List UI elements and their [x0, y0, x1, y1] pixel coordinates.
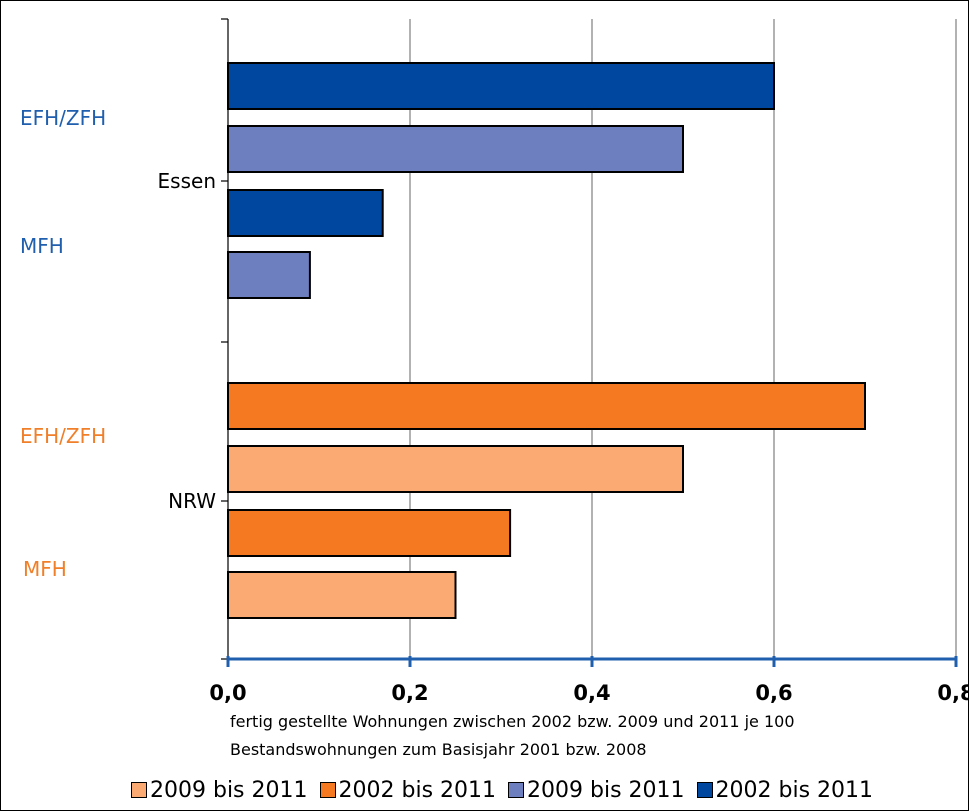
- bar: [227, 125, 684, 173]
- bar: [227, 445, 684, 493]
- x-axis-label: fertig gestellte Wohnungen zwischen 2002…: [230, 712, 795, 759]
- group-label: NRW: [168, 489, 216, 513]
- legend-item: 2009 bis 2011: [131, 778, 308, 803]
- legend-item: 2009 bis 2011: [508, 778, 685, 803]
- x-tick-label: 0,0: [209, 681, 247, 705]
- bar: [227, 571, 457, 619]
- group-label: Essen: [157, 169, 216, 193]
- legend-swatch: [131, 782, 147, 798]
- bar: [227, 251, 311, 299]
- subgroup-label: EFH/ZFH: [20, 424, 107, 448]
- bar: [227, 382, 866, 430]
- legend-swatch: [696, 782, 713, 798]
- legend-label: 2002 bis 2011: [338, 777, 497, 803]
- subgroup-label: EFH/ZFH: [20, 106, 107, 130]
- legend-label: 2009 bis 2011: [150, 777, 308, 803]
- x-tick-label: 0,2: [391, 681, 429, 705]
- x-tick-label: 0,8: [937, 681, 969, 705]
- legend-label: 2009 bis 2011: [527, 777, 685, 803]
- bar: [227, 189, 384, 237]
- legend-label: 2002 bis 2011: [715, 777, 874, 803]
- legend-swatch: [319, 782, 336, 798]
- legend-item: 2002 bis 2011: [319, 777, 497, 803]
- legend-item: 2002 bis 2011: [696, 777, 874, 803]
- bar: [227, 509, 512, 557]
- bar: [227, 62, 775, 110]
- legend: 2009 bis 2011 2002 bis 2011 2009 bis 2011 2…: [131, 775, 885, 805]
- subgroup-label: MFH: [23, 557, 67, 581]
- x-tick-label: 0,4: [573, 681, 611, 705]
- x-tick-label: 0,6: [755, 681, 793, 705]
- subgroup-label: MFH: [20, 234, 64, 258]
- legend-swatch: [508, 782, 525, 798]
